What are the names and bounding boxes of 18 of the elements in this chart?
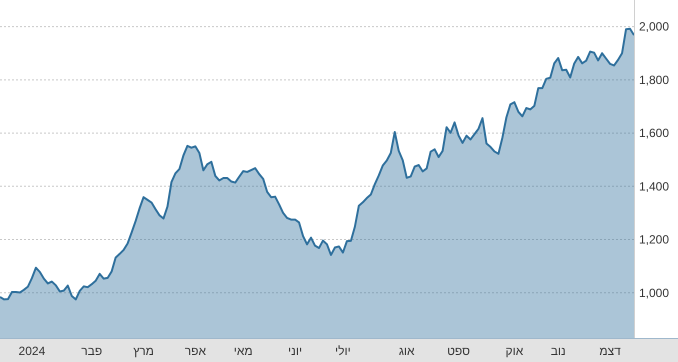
x-tick-label: יולי xyxy=(335,344,351,358)
x-tick-label: פבר xyxy=(81,344,102,358)
x-tick-label: 2024 xyxy=(18,344,46,358)
y-tick-label: 1,000 xyxy=(639,286,670,300)
x-tick-label: יוני xyxy=(288,344,302,358)
x-tick-label: אוק xyxy=(506,344,524,358)
y-tick-label: 1,800 xyxy=(639,72,670,87)
x-tick-label: מאי xyxy=(234,344,253,358)
x-tick-label: ספט xyxy=(447,344,470,358)
x-tick-label: מרץ xyxy=(133,344,154,358)
x-tick-label: אוג xyxy=(398,344,416,358)
y-tick-label: 1,600 xyxy=(639,126,670,140)
x-tick-label: דצמ xyxy=(599,344,622,358)
y-tick-label: 1,400 xyxy=(639,179,670,194)
x-tick-label: נוב xyxy=(550,344,566,358)
y-tick-label: 1,200 xyxy=(639,232,670,247)
x-tick-label: אפר xyxy=(184,344,206,358)
y-tick-label: 2,000 xyxy=(639,20,670,34)
